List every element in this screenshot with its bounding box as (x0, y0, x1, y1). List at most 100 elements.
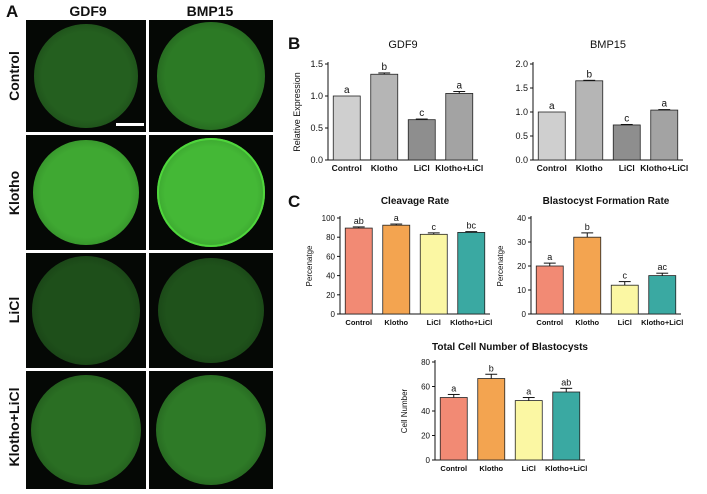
y-tick-label: 10 (517, 286, 526, 295)
x-tick-label: LiCl (522, 464, 536, 473)
x-tick-label: Klotho+LiCl (640, 163, 688, 173)
bar (477, 378, 506, 461)
y-tick-label: 100 (322, 214, 336, 223)
significance-letter: b (586, 69, 592, 80)
significance-letter: b (585, 222, 590, 232)
chart-cleavage-rate: Cleavage Rate Percenatge 0 20 40 60 80 100 ab Con… (305, 196, 492, 327)
column-header-gdf9: GDF9 (69, 3, 107, 19)
row-label-klotho: Klotho (6, 170, 22, 216)
y-tick-label: 20 (421, 432, 430, 441)
x-tick-label: Klotho+LiCl (545, 464, 587, 473)
bar (445, 93, 474, 161)
y-tick-label: 40 (326, 272, 335, 281)
y-axis-label: Relative Expression (292, 72, 302, 152)
oocyte-image (158, 257, 264, 364)
y-tick-label: 0 (331, 310, 336, 319)
chart-total-cell-number: Total Cell Number of Blastocysts Cell Num… (400, 342, 588, 473)
bar (650, 109, 679, 161)
y-tick-label: 20 (326, 291, 335, 300)
significance-letter: a (456, 81, 462, 92)
chart-bmp15: BMP15 0.0 0.5 1.0 1.5 2.0 a Control b Klotho c LiCl… (515, 39, 688, 173)
bar (648, 275, 677, 315)
significance-letter: a (547, 252, 552, 262)
chart-title: BMP15 (590, 39, 626, 51)
micrograph-bmp15-klotho (149, 135, 273, 250)
y-tick-label: 40 (517, 214, 526, 223)
x-tick-label: Control (345, 318, 372, 327)
chart-title: GDF9 (388, 39, 417, 51)
y-tick-label: 0 (522, 310, 527, 319)
micrograph-gdf9-licl (26, 253, 146, 368)
bar (552, 391, 581, 461)
significance-letter: b (489, 363, 494, 373)
y-tick-label: 1.5 (515, 83, 528, 93)
bar (535, 265, 564, 315)
micrograph-gdf9-klotho-licl (26, 371, 146, 489)
row-label-klotho-licl: Klotho+LiCl (6, 387, 22, 467)
oocyte-image (31, 256, 141, 365)
micrograph-bmp15-klotho-licl (149, 371, 273, 489)
x-tick-label: Klotho+LiCl (450, 318, 492, 327)
oocyte-image (30, 374, 142, 486)
x-tick-label: Klotho+LiCl (641, 318, 683, 327)
significance-letter: c (419, 108, 424, 119)
x-tick-label: Klotho (576, 163, 603, 173)
y-tick-label: 40 (421, 407, 430, 416)
micrograph-bmp15-control (149, 20, 273, 132)
bar (382, 224, 411, 315)
significance-letter: a (661, 99, 667, 110)
x-tick-label: Control (332, 163, 362, 173)
y-tick-label: 20 (517, 262, 526, 271)
y-tick-label: 0.0 (310, 155, 323, 165)
x-tick-label: Klotho (575, 318, 599, 327)
y-tick-label: 60 (326, 252, 335, 261)
y-tick-label: 2.0 (515, 59, 528, 69)
y-tick-label: 1.5 (310, 59, 323, 69)
bar (612, 124, 641, 161)
significance-letter: a (394, 213, 399, 223)
oocyte-image (157, 22, 265, 130)
significance-letter: bc (466, 221, 476, 231)
bar (332, 95, 361, 161)
significance-letter: a (344, 85, 350, 96)
y-tick-label: 1.0 (515, 107, 528, 117)
panel-label-b: B (288, 34, 301, 53)
micrograph-gdf9-control (26, 20, 146, 132)
oocyte-image (34, 24, 138, 128)
bar (575, 80, 604, 161)
panel-label-c: C (288, 192, 301, 211)
y-tick-label: 0 (426, 456, 431, 465)
row-label-licl: LiCl (6, 296, 22, 324)
x-tick-label: Klotho (384, 318, 408, 327)
column-header-bmp15: BMP15 (186, 3, 234, 19)
significance-letter: ac (657, 262, 667, 272)
panel-label-a: A (6, 2, 19, 21)
chart-gdf9: GDF9 Relative Expression 0.0 0.5 1.0 1.5 a Cont… (292, 39, 483, 173)
significance-letter: b (381, 62, 387, 73)
y-tick-label: 0.5 (515, 131, 528, 141)
chart-blastocyst-formation-rate: Blastocyst Formation Rate Percenatge 0 10 20… (496, 196, 683, 327)
x-tick-label: Klotho+LiCl (435, 163, 483, 173)
bar (344, 227, 373, 315)
scale-bar (116, 123, 144, 126)
significance-letter: c (624, 113, 629, 124)
significance-letter: ab (561, 377, 571, 387)
chart-title: Cleavage Rate (381, 196, 450, 207)
significance-letter: ab (354, 216, 364, 226)
micrograph-gdf9-klotho (26, 135, 146, 250)
significance-letter: c (623, 271, 628, 281)
y-axis-label: Cell Number (400, 388, 409, 433)
significance-letter: a (451, 383, 456, 393)
y-tick-label: 0.5 (310, 123, 323, 133)
chart-title: Total Cell Number of Blastocysts (432, 342, 588, 353)
oocyte-image (33, 139, 139, 246)
y-tick-label: 80 (421, 358, 430, 367)
row-label-control: Control (6, 51, 22, 101)
x-tick-label: LiCl (618, 318, 632, 327)
y-axis-label: Percenatge (496, 245, 505, 286)
oocyte-image (156, 138, 266, 247)
x-tick-label: Klotho (371, 163, 398, 173)
significance-letter: a (526, 387, 531, 397)
bar (573, 236, 602, 315)
significance-letter: c (432, 222, 437, 232)
